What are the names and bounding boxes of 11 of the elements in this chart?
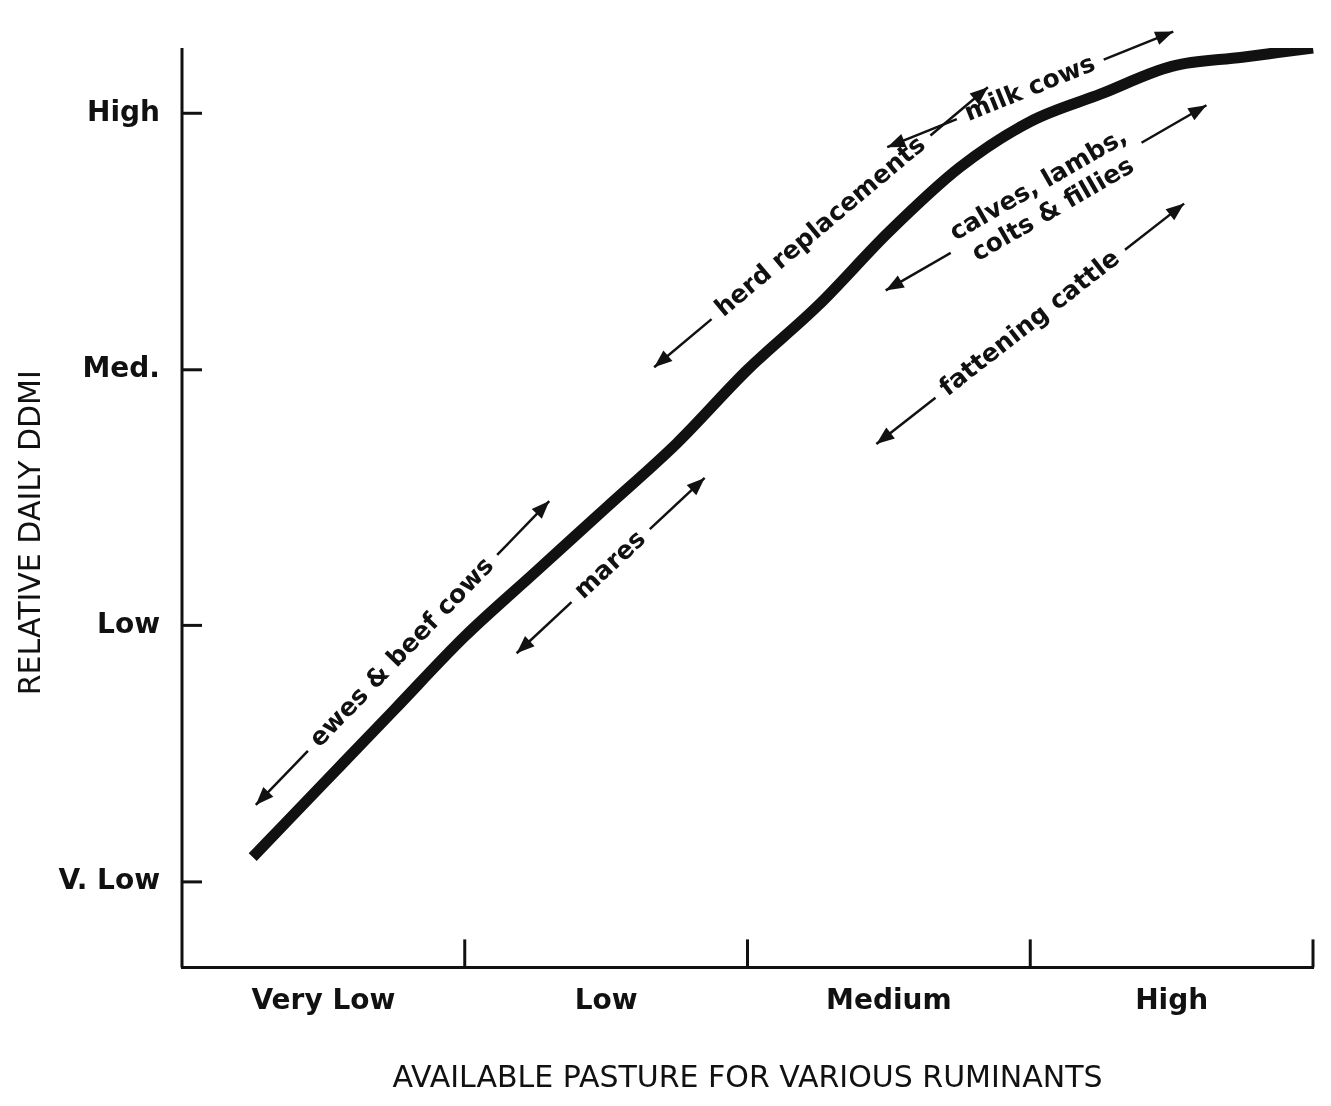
- text: V. Low: [58, 863, 160, 897]
- x-axis-title: AVAILABLE PASTURE FOR VARIOUS RUMINANTS: [392, 1058, 1103, 1094]
- x-tick-label: Low: [574, 983, 638, 1017]
- text: Low: [97, 606, 160, 640]
- y-axis-title: RELATIVE DAILY DDMI: [11, 370, 47, 696]
- x-tick-label: Medium: [826, 983, 952, 1017]
- annotation: milk cows: [959, 48, 1100, 127]
- text: High: [86, 94, 160, 128]
- x-tick-label: Very Low: [251, 983, 396, 1017]
- x-tick-label: High: [1135, 983, 1209, 1017]
- text: Med.: [82, 351, 160, 385]
